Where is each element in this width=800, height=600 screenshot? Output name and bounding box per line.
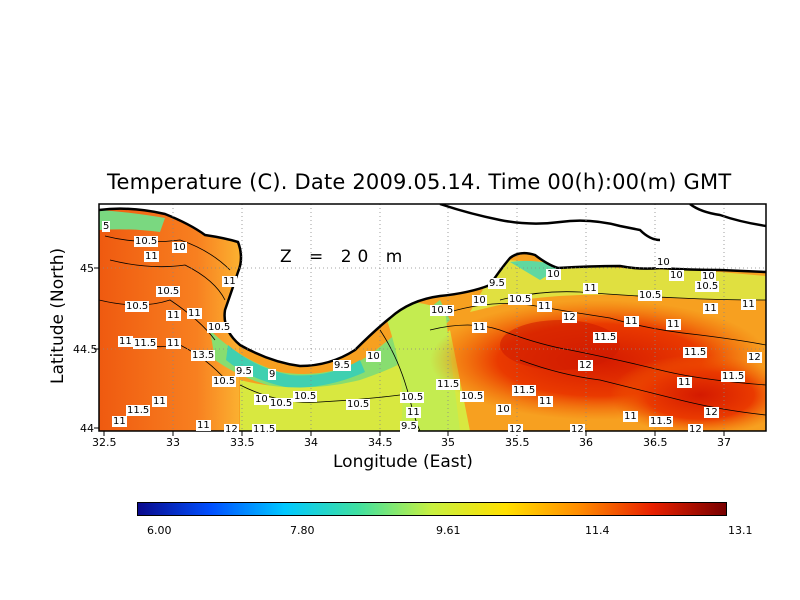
contour-label: 11.5 <box>512 385 537 396</box>
contour-label: 10.5 <box>695 281 720 292</box>
contour-label: 10.5 <box>207 322 232 333</box>
contour-label: 11 <box>112 416 127 427</box>
colorbar-tick: 6.00 <box>147 524 172 537</box>
x-tick: 35.5 <box>505 436 530 449</box>
contour-label: 11 <box>677 377 692 388</box>
contour-label: 9 <box>268 369 277 380</box>
contour-label: 11 <box>118 336 133 347</box>
y-tick: 45 <box>80 262 94 275</box>
contour-label: 10 <box>656 257 671 268</box>
y-tick: 44 <box>80 422 94 435</box>
x-axis-label: Longitude (East) <box>333 452 473 472</box>
contour-label: 10 <box>701 271 716 282</box>
contour-label: 11 <box>222 276 237 287</box>
contour-label: 10.5 <box>156 286 181 297</box>
contour-label: 11.5 <box>649 416 674 427</box>
contour-label: 11 <box>196 420 211 431</box>
contour-label: 12 <box>562 312 577 323</box>
contour-label: 10.5 <box>400 392 425 403</box>
temperature-field <box>99 204 766 431</box>
x-tick: 34.5 <box>368 436 393 449</box>
y-axis-label: Latitude (North) <box>48 247 68 384</box>
x-tick: 32.5 <box>92 436 117 449</box>
contour-label: 11 <box>537 301 552 312</box>
contour-label: 10 <box>669 270 684 281</box>
contour-label: 10.5 <box>212 376 237 387</box>
depth-label: Z = 20 m <box>280 247 409 267</box>
contour-label: 10.5 <box>638 290 663 301</box>
contour-label: 11 <box>624 316 639 327</box>
contour-label: 10 <box>366 351 381 362</box>
contour-label: 11 <box>472 322 487 333</box>
contour-label: 10 <box>496 404 511 415</box>
contour-label: 10.5 <box>460 391 485 402</box>
contour-label: 11 <box>166 338 181 349</box>
contour-label: 11.5 <box>683 347 708 358</box>
x-tick: 33.5 <box>230 436 255 449</box>
contour-label: 11 <box>703 303 718 314</box>
contour-label: 9.5 <box>235 366 253 377</box>
x-tick: 34 <box>304 436 318 449</box>
contour-label: 10.5 <box>430 305 455 316</box>
y-tick: 44.5 <box>73 343 98 356</box>
contour-label: 11.5 <box>593 332 618 343</box>
contour-label: 10.5 <box>134 236 159 247</box>
contour-label: 11 <box>583 283 598 294</box>
contour-label: 10.5 <box>125 301 150 312</box>
contour-label: 10.5 <box>293 391 318 402</box>
axis-ticks <box>94 267 725 436</box>
x-tick: 36 <box>579 436 593 449</box>
contour-label: 11 <box>187 308 202 319</box>
contour-label: 10.5 <box>346 399 371 410</box>
contour-label: 5 <box>102 221 111 232</box>
contour-label: 10.5 <box>508 294 533 305</box>
contour-label: 10 <box>546 269 561 280</box>
contour-label: 11.5 <box>436 379 461 390</box>
plot-frame <box>98 203 767 432</box>
x-tick: 33 <box>166 436 180 449</box>
contour-label: 10 <box>254 394 269 405</box>
colorbar-tick: 13.1 <box>728 524 753 537</box>
contour-label: 12 <box>508 424 523 435</box>
x-tick: 36.5 <box>643 436 668 449</box>
contour-label: 9.5 <box>333 360 351 371</box>
contour-label: 11.5 <box>252 424 277 435</box>
contour-label: 11 <box>152 396 167 407</box>
contour-label: 11 <box>623 411 638 422</box>
contour-label: 12 <box>570 424 585 435</box>
contour-label: 12 <box>224 424 239 435</box>
contour-label: 10 <box>172 242 187 253</box>
contour-label: 9.5 <box>488 278 506 289</box>
colorbar-tick: 9.61 <box>436 524 461 537</box>
colorbar <box>137 502 727 516</box>
contour-label: 12 <box>578 360 593 371</box>
contour-label: 12 <box>747 352 762 363</box>
contour-label: 12 <box>704 407 719 418</box>
contour-label: 13.5 <box>191 350 216 361</box>
contour-label: 11.5 <box>721 371 746 382</box>
x-tick: 35 <box>441 436 455 449</box>
contour-label: 10.5 <box>269 398 294 409</box>
contour-label: 12 <box>688 424 703 435</box>
contour-label: 11 <box>538 396 553 407</box>
contour-label: 11 <box>741 299 756 310</box>
contour-label: 9.5 <box>400 421 418 432</box>
contour-label: 11.5 <box>126 405 151 416</box>
contour-label: 11 <box>144 251 159 262</box>
colorbar-tick: 11.4 <box>585 524 610 537</box>
contour-label: 11 <box>406 407 421 418</box>
contour-label: 10 <box>472 295 487 306</box>
x-tick: 37 <box>717 436 731 449</box>
contour-label: 11 <box>166 310 181 321</box>
plot-title: Temperature (C). Date 2009.05.14. Time 0… <box>107 170 732 194</box>
contour-label: 11 <box>666 319 681 330</box>
colorbar-tick: 7.80 <box>290 524 315 537</box>
contour-label: 11.5 <box>133 338 158 349</box>
